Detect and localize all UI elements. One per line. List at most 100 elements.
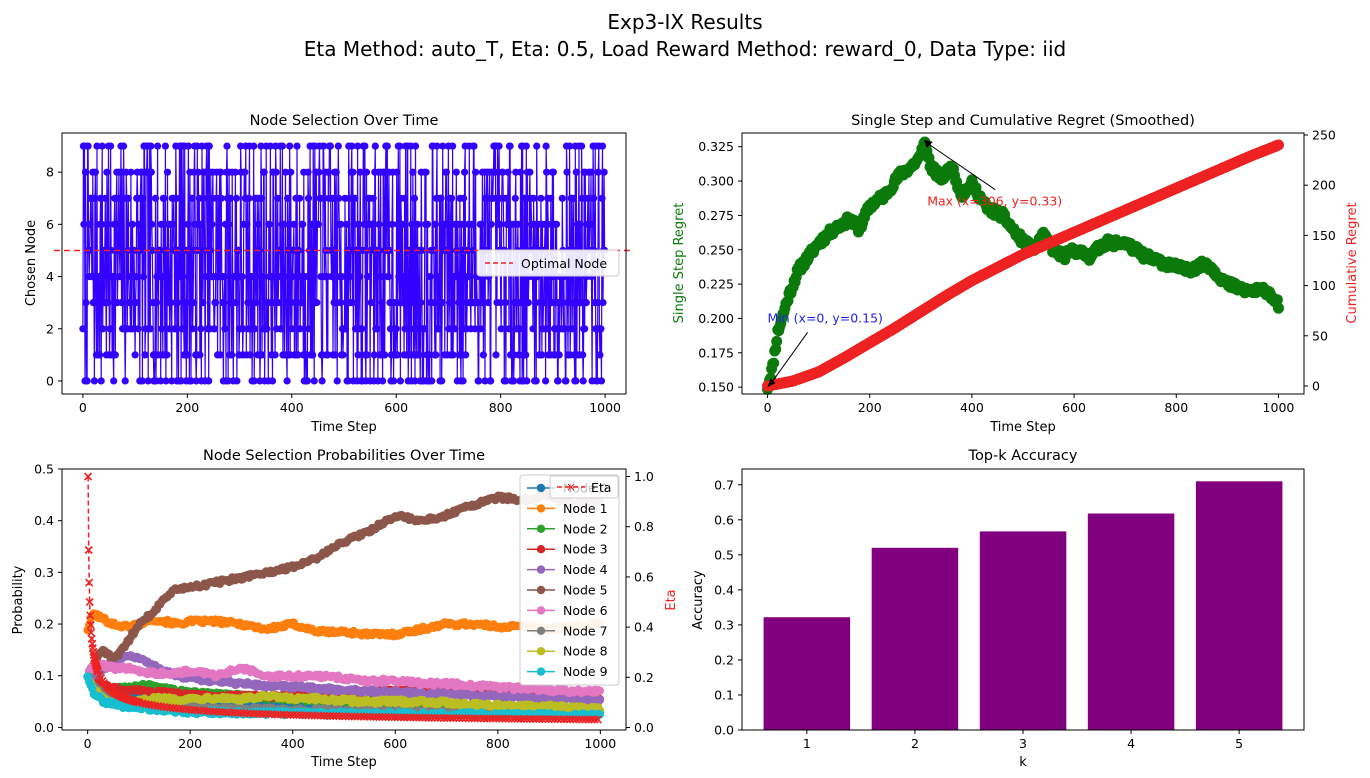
chosen-node-point [132, 299, 140, 307]
chosen-node-point [84, 142, 92, 150]
panel-regret: Single Step and Cumulative Regret (Smoot… [672, 113, 1360, 435]
chosen-node-point [487, 377, 495, 385]
chosen-node-point [532, 377, 540, 385]
chosen-node-point [377, 273, 385, 281]
node-selection-xtick-label: 400 [280, 400, 304, 415]
chosen-node-point [304, 194, 313, 202]
chosen-node-point [410, 194, 419, 202]
chosen-node-point [82, 299, 90, 307]
chosen-node-point [582, 299, 590, 307]
chosen-node-point [290, 220, 298, 228]
chosen-node-point [477, 220, 485, 228]
chosen-node-point [524, 299, 532, 307]
chosen-node-point [284, 194, 292, 202]
chosen-node-point [293, 142, 301, 150]
chosen-node-point [220, 273, 228, 281]
chosen-node-point [182, 299, 190, 307]
chosen-node-point [363, 351, 371, 359]
chosen-node-point [510, 377, 518, 385]
annotation-max-arrow [926, 142, 996, 191]
chosen-node-point [392, 325, 400, 333]
chosen-node-point [162, 377, 170, 385]
chosen-node-point [426, 273, 434, 281]
chosen-node-point [299, 220, 307, 228]
chosen-node-point [431, 220, 439, 228]
chosen-node-point [430, 299, 438, 307]
chosen-node-point [318, 377, 326, 385]
chosen-node-point [390, 377, 398, 385]
chosen-node-point [93, 142, 101, 150]
node-selection-ytick-label: 2 [46, 321, 54, 336]
chosen-node-point [157, 377, 165, 385]
chosen-node-point [437, 194, 445, 202]
chosen-node-point [206, 246, 214, 254]
node-selection-ytick-label: 0 [46, 373, 54, 388]
cumulative-regret-point [1273, 139, 1284, 151]
chosen-node-point [599, 299, 607, 307]
node-selection-xtick-label: 1000 [589, 400, 621, 415]
chosen-node-point [577, 299, 585, 307]
chosen-node-point [157, 220, 165, 228]
chosen-node-point [168, 377, 176, 385]
chosen-node-point [496, 220, 504, 228]
chosen-node-point [515, 325, 524, 333]
chosen-node-point [425, 351, 433, 359]
annotation-max: Max (x=306, y=0.33) [927, 194, 1062, 209]
chosen-node-point [597, 377, 606, 385]
chosen-node-point [396, 142, 404, 150]
chosen-node-point [263, 325, 271, 333]
chosen-node-point [586, 220, 595, 228]
chosen-node-point [378, 299, 386, 307]
chosen-node-point [103, 220, 111, 228]
regret-xtick-label: 200 [858, 400, 882, 415]
chosen-node-point [420, 325, 428, 333]
chosen-node-point [563, 168, 571, 176]
regret-frame [741, 132, 1305, 395]
chosen-node-point [355, 220, 363, 228]
chosen-node-point [246, 351, 254, 359]
chosen-node-point [286, 142, 294, 150]
regret-ylabel-right: Cumulative Regret [1345, 202, 1360, 323]
chosen-node-point [542, 142, 550, 150]
regret-ytick-label: 0.250 [698, 242, 734, 257]
regret-ytick-right-label: 100 [1312, 278, 1336, 293]
chosen-node-point [448, 194, 456, 202]
chosen-node-point [438, 377, 446, 385]
chosen-node-point [344, 377, 352, 385]
chosen-node-point [495, 142, 503, 150]
chosen-node-point [469, 246, 477, 254]
chosen-node-point [238, 273, 246, 281]
chosen-node-point [343, 220, 351, 228]
chosen-node-point [81, 168, 90, 176]
chosen-node-point [257, 142, 265, 150]
chosen-node-point [304, 168, 312, 176]
chosen-node-point [79, 325, 87, 333]
chosen-node-point [167, 299, 175, 307]
chosen-node-point [330, 246, 338, 254]
chosen-node-point [361, 142, 369, 150]
chosen-node-point [529, 325, 537, 333]
chosen-node-point [354, 351, 362, 359]
chosen-node-point [220, 299, 228, 307]
chosen-node-point [111, 351, 119, 359]
chosen-node-point [107, 142, 115, 150]
chosen-node-point [505, 325, 513, 333]
chosen-node-point [281, 273, 289, 281]
chosen-node-point [147, 142, 155, 150]
regret-xtick-label: 800 [1164, 400, 1188, 415]
chosen-node-point [356, 168, 364, 176]
probability-point [595, 695, 605, 705]
chosen-node-point [324, 351, 332, 359]
single-step-regret-point [1271, 294, 1283, 306]
chosen-node-point [96, 351, 104, 359]
chosen-node-point [572, 377, 580, 385]
chosen-node-point [148, 246, 156, 254]
chosen-node-point [250, 377, 258, 385]
chosen-node-point [478, 299, 486, 307]
chosen-node-point [530, 194, 538, 202]
chosen-node-point [92, 299, 100, 307]
chosen-node-point [196, 351, 204, 359]
chosen-node-point [335, 194, 343, 202]
chosen-node-point [459, 377, 467, 385]
